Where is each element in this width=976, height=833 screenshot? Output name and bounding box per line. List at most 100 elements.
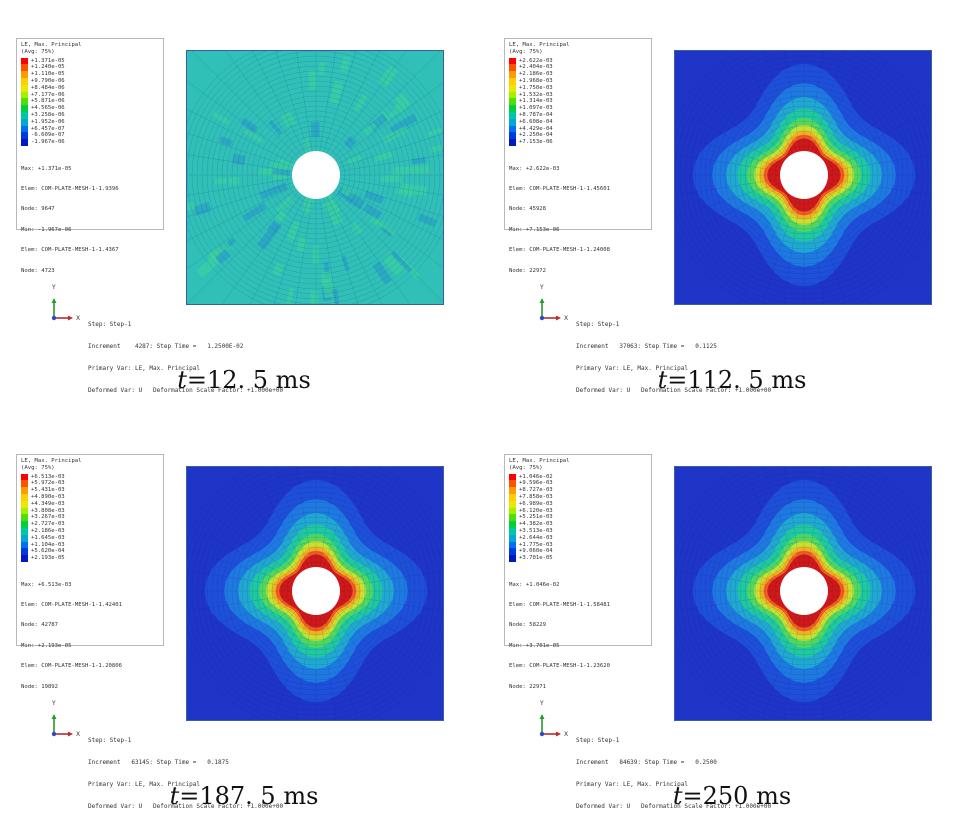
color-swatch bbox=[21, 111, 28, 119]
caption-value: =187. 5 ms bbox=[179, 782, 319, 810]
scale-label: -1.967e-06 bbox=[31, 139, 65, 146]
step-info: Step: Step-1 Increment 84639: Step Time … bbox=[576, 722, 896, 826]
color-swatch bbox=[21, 500, 28, 508]
axis-triad-icon bbox=[539, 714, 561, 737]
scale-label: +1.775e-03 bbox=[519, 541, 553, 548]
color-swatch bbox=[509, 64, 516, 72]
max-value: Max: +6.513e-03 bbox=[21, 581, 72, 588]
y-axis-label: Y bbox=[540, 700, 544, 707]
color-swatch bbox=[509, 84, 516, 92]
contour-legend: LE, Max. Principal (Avg: 75%) +2.622e-03… bbox=[504, 38, 652, 274]
color-swatch bbox=[509, 111, 516, 119]
max-value: Max: +1.371e-05 bbox=[21, 165, 72, 172]
scale-label: +3.513e-03 bbox=[519, 527, 553, 534]
color-swatch bbox=[21, 548, 28, 556]
scale-label: +4.565e-06 bbox=[31, 105, 65, 112]
min-node: Node: 22972 bbox=[509, 267, 547, 274]
color-swatch bbox=[509, 132, 516, 140]
color-swatch bbox=[21, 57, 28, 65]
legend-avg: (Avg: 75%) bbox=[21, 464, 55, 471]
plate-mesh-svg bbox=[187, 467, 443, 720]
caption-t: t bbox=[657, 366, 668, 394]
color-scale: +6.513e-03 +5.972e-03 +5.431e-03 +4.890e-03… bbox=[21, 473, 159, 562]
color-swatch bbox=[509, 98, 516, 106]
panel-t-187-5: LE, Max. Principal (Avg: 75%) +6.513e-03… bbox=[0, 416, 488, 832]
plate-contour-plot bbox=[674, 50, 932, 305]
scale-label: +8.727e-03 bbox=[519, 487, 553, 494]
contour-legend: LE, Max. Principal (Avg: 75%) +6.513e-03… bbox=[16, 454, 164, 690]
scale-label: +4.429e-04 bbox=[519, 125, 553, 132]
scale-label: +4.890e-03 bbox=[31, 493, 65, 500]
scale-label: +3.701e-05 bbox=[519, 555, 553, 562]
color-swatch bbox=[509, 57, 516, 65]
step-info: Step: Step-1 Increment 63145: Step Time … bbox=[88, 722, 408, 826]
color-swatch bbox=[509, 541, 516, 549]
axis-triad: Y X bbox=[48, 700, 88, 742]
max-value: Max: +1.046e-02 bbox=[509, 581, 560, 588]
scale-label: +8.484e-06 bbox=[31, 84, 65, 91]
increment-line: Increment 4287: Step Time = 1.2500E-02 bbox=[88, 343, 244, 351]
scale-label: +1.532e-03 bbox=[519, 91, 553, 98]
y-axis-label: Y bbox=[52, 284, 56, 291]
scale-label: +5.620e-04 bbox=[31, 548, 65, 555]
step-line: Step: Step-1 bbox=[576, 736, 620, 744]
deformed-var: Deformed Var: U Deformation Scale Factor… bbox=[576, 387, 772, 395]
scale-labels: +6.513e-03 +5.972e-03 +5.431e-03 +4.890e-03… bbox=[31, 474, 65, 562]
increment-line: Increment 37063: Step Time = 0.1125 bbox=[576, 343, 717, 351]
scale-label: +9.596e-03 bbox=[519, 480, 553, 487]
color-swatch bbox=[509, 555, 516, 562]
min-value: Min: +3.701e-05 bbox=[509, 642, 560, 649]
contour-legend: LE, Max. Principal (Avg: 75%) +1.371e-05… bbox=[16, 38, 164, 274]
primary-var: Primary Var: LE, Max. Principal bbox=[576, 781, 688, 789]
scale-label: +6.120e-03 bbox=[519, 507, 553, 514]
panel-t-12-5: LE, Max. Principal (Avg: 75%) +1.371e-05… bbox=[0, 0, 488, 416]
caption-t: t bbox=[672, 782, 683, 810]
time-caption: t=187. 5 ms bbox=[0, 782, 488, 810]
color-swatch bbox=[509, 507, 516, 515]
color-swatch bbox=[509, 105, 516, 112]
color-swatch bbox=[21, 139, 28, 146]
caption-t: t bbox=[177, 366, 187, 394]
max-elem: Elem: COM-PLATE-MESH-1-1.45601 bbox=[509, 185, 611, 192]
min-elem: Elem: COM-PLATE-MESH-1-1.24008 bbox=[509, 247, 611, 254]
color-swatch bbox=[21, 125, 28, 133]
scale-label: +5.251e-03 bbox=[519, 514, 553, 521]
scale-label: +5.871e-06 bbox=[31, 98, 65, 105]
scale-label: +2.622e-03 bbox=[519, 57, 553, 64]
color-swatch bbox=[509, 77, 516, 85]
legend-title: LE, Max. Principal bbox=[509, 458, 570, 464]
color-swatch bbox=[509, 118, 516, 126]
color-swatch bbox=[509, 527, 516, 535]
color-swatch bbox=[509, 548, 516, 556]
legend-avg: (Avg: 75%) bbox=[509, 464, 543, 471]
scale-label: +6.457e-07 bbox=[31, 125, 65, 132]
scale-label: +7.177e-06 bbox=[31, 91, 65, 98]
max-elem: Elem: COM-PLATE-MESH-1-1.58481 bbox=[509, 601, 611, 608]
scale-label: +1.110e-05 bbox=[31, 71, 65, 78]
step-line: Step: Step-1 bbox=[576, 320, 620, 328]
scale-label: +2.727e-03 bbox=[31, 521, 65, 528]
deformed-var: Deformed Var: U Deformation Scale Factor… bbox=[576, 803, 772, 811]
plate-mesh-svg bbox=[675, 51, 931, 304]
axis-triad: Y X bbox=[536, 284, 576, 326]
scale-label: +9.790e-06 bbox=[31, 77, 65, 84]
x-axis-label: X bbox=[76, 315, 81, 322]
deformed-var: Deformed Var: U Deformation Scale Factor… bbox=[88, 803, 284, 811]
color-swatch bbox=[509, 71, 516, 78]
primary-var: Primary Var: LE, Max. Principal bbox=[88, 365, 200, 373]
central-hole bbox=[780, 151, 828, 199]
legend-title: LE, Max. Principal bbox=[21, 42, 82, 48]
caption-t: t bbox=[169, 782, 180, 810]
color-swatch bbox=[21, 507, 28, 515]
color-swatch bbox=[509, 500, 516, 508]
plate-mesh-svg bbox=[675, 467, 931, 720]
plate-mesh-svg bbox=[187, 51, 443, 304]
scale-label: +2.404e-03 bbox=[519, 64, 553, 71]
color-swatch bbox=[21, 98, 28, 106]
primary-var: Primary Var: LE, Max. Principal bbox=[576, 365, 688, 373]
color-scale: +1.371e-05 +1.240e-05 +1.110e-05 +9.790e-06… bbox=[21, 57, 159, 146]
legend-stats: Max: +2.622e-03 Elem: COM-PLATE-MESH-1-1… bbox=[509, 152, 647, 288]
y-axis-label: Y bbox=[540, 284, 544, 291]
scale-label: +2.644e-03 bbox=[519, 534, 553, 541]
time-caption: t=12. 5 ms bbox=[0, 366, 488, 394]
